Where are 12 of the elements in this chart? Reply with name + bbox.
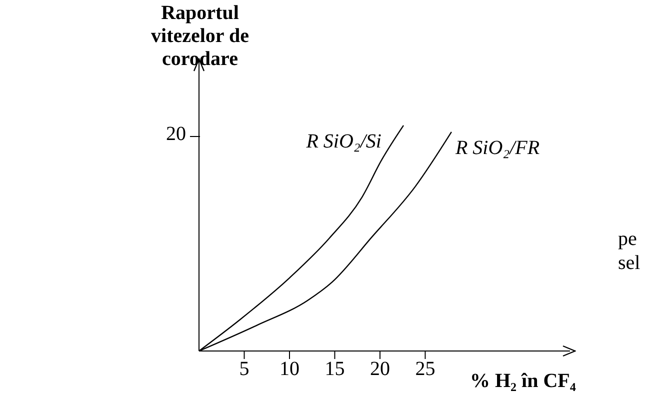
x-tick-label: 20: [370, 358, 390, 380]
text: sel: [618, 252, 640, 275]
x-tick-label: 10: [279, 358, 300, 380]
text: 20: [166, 123, 186, 146]
y-axis-title: Raportul vitezelor de corodare: [150, 2, 250, 71]
series-label: R SiO₂/Si: [305, 130, 382, 152]
x-tick-label: 25: [415, 358, 436, 380]
x-axis-title: % H₂ în CF₄: [470, 370, 576, 393]
text: pe: [618, 228, 637, 251]
series-label: R SiO₂/FR: [454, 136, 540, 159]
x-tick-label: 5: [239, 358, 250, 380]
x-tick-label: 15: [324, 358, 345, 380]
